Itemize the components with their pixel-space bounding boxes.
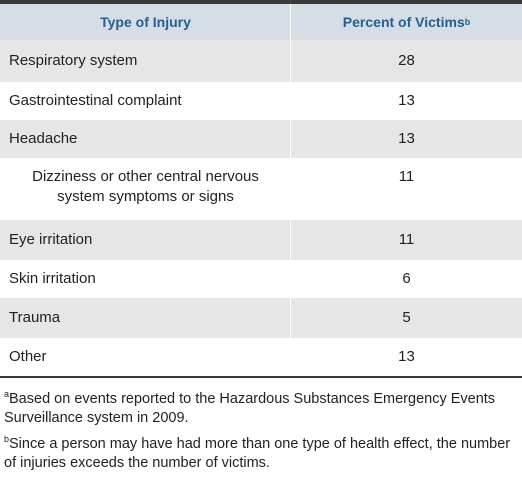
percent-value: 5 <box>290 298 522 338</box>
percent-value: 11 <box>290 220 522 260</box>
cell-text: Other <box>9 348 47 365</box>
cell-text: Dizziness or other central nervous syste… <box>32 168 259 205</box>
cell-text: 6 <box>402 270 411 287</box>
table-row: Gastrointestinal complaint 13 <box>0 82 522 120</box>
injury-type: Skin irritation <box>0 260 290 298</box>
percent-value: 11 <box>290 158 522 220</box>
footnote-text: Based on events reported to the Hazardou… <box>4 390 496 426</box>
footnote-mark: b <box>4 433 10 444</box>
table-row: Dizziness or other central nervous syste… <box>0 158 522 220</box>
table-row: Trauma 5 <box>0 298 522 338</box>
footnote-text: Since a person may have had more than on… <box>4 435 511 471</box>
cell-text: 13 <box>398 92 415 109</box>
cell-text: Respiratory system <box>9 52 138 69</box>
cell-text: 5 <box>402 309 411 326</box>
injury-type: Trauma <box>0 298 290 338</box>
cell-text: 11 <box>398 231 415 248</box>
percent-value: 13 <box>290 338 522 376</box>
header-text: Percent of Victims <box>342 14 465 30</box>
table-row: Respiratory system 28 <box>0 40 522 82</box>
footnote: aBased on events reported to the Hazardo… <box>4 385 520 428</box>
percent-value: 6 <box>290 260 522 298</box>
injury-type: Gastrointestinal complaint <box>0 82 290 120</box>
header-cell: Percent of Victims b <box>290 4 522 40</box>
footnote-ref: b <box>464 17 471 27</box>
injury-type: Respiratory system <box>0 40 290 82</box>
table-row: Eye irritation 11 <box>0 220 522 260</box>
footnotes: aBased on events reported to the Hazardo… <box>4 385 520 475</box>
injury-type: Eye irritation <box>0 220 290 260</box>
injury-type: Other <box>0 338 290 376</box>
header-text: Type of Injury <box>100 14 191 30</box>
table-row: Other 13 <box>0 338 522 376</box>
cell-text: Headache <box>9 130 78 147</box>
cell-text: Eye irritation <box>9 231 93 248</box>
table-row: Headache 13 <box>0 120 522 158</box>
cell-text: 28 <box>398 52 415 69</box>
cell-text: 13 <box>398 348 415 365</box>
cell-text: 11 <box>398 168 415 185</box>
percent-value: 28 <box>290 40 522 82</box>
table-row: Skin irritation 6 <box>0 260 522 298</box>
injury-type: Dizziness or other central nervous syste… <box>0 158 290 220</box>
cell-text: Trauma <box>9 309 61 326</box>
footnote-mark: a <box>4 389 10 399</box>
header-cell: Type of Injury <box>0 4 290 40</box>
header-row: Type of Injury Percent of Victims b <box>0 4 522 40</box>
footnote: bSince a person may have had more than o… <box>4 430 520 473</box>
percent-value: 13 <box>290 120 522 158</box>
cell-text: 13 <box>398 130 415 147</box>
cell-text: Skin irritation <box>9 270 96 287</box>
table: Type of Injury Percent of Victims b Respira… <box>0 0 522 378</box>
cell-text: Gastrointestinal complaint <box>9 92 182 109</box>
injury-type: Headache <box>0 120 290 158</box>
percent-value: 13 <box>290 82 522 120</box>
